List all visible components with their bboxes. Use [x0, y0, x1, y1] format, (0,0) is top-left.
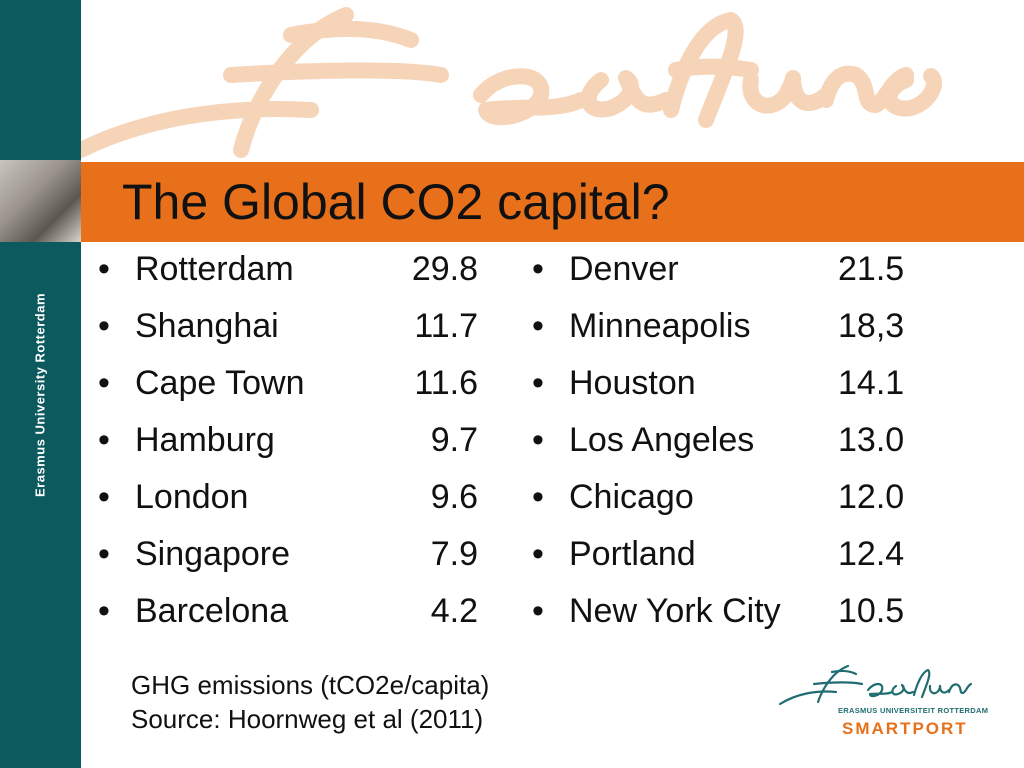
bullet: •	[532, 364, 544, 402]
bullet: •	[532, 535, 544, 573]
bullet: •	[98, 478, 110, 516]
emission-value: 4.2	[430, 592, 478, 630]
city-name: Houston	[569, 364, 696, 402]
bullet: •	[532, 478, 544, 516]
city-name: Chicago	[569, 478, 694, 516]
list-item: • Houston 14.1	[532, 362, 922, 419]
list-item: • Chicago 12.0	[532, 476, 922, 533]
sidebar-university-name: Erasmus University Rotterdam	[32, 292, 48, 498]
smartport-logo: ERASMUS UNIVERSITEIT ROTTERDAM SMARTPORT	[776, 662, 988, 746]
sidebar: Erasmus University Rotterdam	[0, 0, 81, 768]
list-item: • Minneapolis 18,3	[532, 305, 922, 362]
bullet: •	[532, 250, 544, 288]
emission-value: 29.8	[411, 250, 478, 288]
caption: GHG emissions (tCO2e/capita) Source: Hoo…	[131, 668, 489, 736]
emission-value: 11.7	[414, 307, 478, 345]
logo-smartport-text: SMARTPORT	[842, 719, 968, 738]
bullet: •	[98, 421, 110, 459]
left-city-list: • Rotterdam 29.8 • Shanghai 11.7 • Cape Town 1…	[98, 248, 488, 647]
emission-value: 18,3	[838, 307, 905, 345]
emission-value: 11.6	[414, 364, 478, 402]
city-name: Barcelona	[135, 592, 289, 630]
city-name: Denver	[569, 250, 679, 288]
city-name: Shanghai	[135, 307, 279, 345]
slide-title: The Global CO2 capital?	[122, 174, 670, 230]
emission-value: 9.6	[430, 478, 478, 516]
bullet: •	[98, 535, 110, 573]
list-item: • Los Angeles 13.0	[532, 419, 922, 476]
list-item: • Rotterdam 29.8	[98, 248, 488, 305]
list-item: • Shanghai 11.7	[98, 305, 488, 362]
caption-units: GHG emissions (tCO2e/capita)	[131, 670, 490, 700]
title-bar	[81, 162, 1024, 242]
city-name: Minneapolis	[569, 307, 751, 345]
list-item: • Barcelona 4.2	[98, 590, 488, 647]
list-item: • Cape Town 11.6	[98, 362, 488, 419]
list-item: • London 9.6	[98, 476, 488, 533]
city-name: Los Angeles	[569, 421, 755, 459]
city-name: Cape Town	[135, 364, 305, 402]
signature-logo-icon	[778, 664, 973, 706]
emission-value: 12.4	[838, 535, 905, 573]
erasmus-portrait-image	[0, 160, 81, 242]
emission-value: 21.5	[838, 250, 905, 288]
city-name: Portland	[569, 535, 696, 573]
bullet: •	[532, 592, 544, 630]
bullet: •	[98, 250, 110, 288]
bullet: •	[532, 307, 544, 345]
caption-source: Source: Hoornweg et al (2011)	[131, 704, 484, 734]
bullet: •	[98, 592, 110, 630]
list-item: • New York City 10.5	[532, 590, 922, 647]
list-item: • Portland 12.4	[532, 533, 922, 590]
emission-value: 14.1	[838, 364, 905, 402]
city-name: Hamburg	[135, 421, 275, 459]
city-name: Rotterdam	[135, 250, 294, 288]
list-item: • Singapore 7.9	[98, 533, 488, 590]
city-name: Singapore	[135, 535, 291, 573]
bullet: •	[98, 364, 110, 402]
bullet: •	[532, 421, 544, 459]
emission-value: 10.5	[838, 592, 905, 630]
emission-value: 13.0	[838, 421, 905, 459]
signature-watermark	[81, 0, 1024, 162]
emission-value: 12.0	[838, 478, 905, 516]
city-name: New York City	[569, 592, 781, 630]
list-item: • Denver 21.5	[532, 248, 922, 305]
list-item: • Hamburg 9.7	[98, 419, 488, 476]
emission-value: 9.7	[430, 421, 478, 459]
right-city-list: • Denver 21.5 • Minneapolis 18,3 • Houston 14.…	[532, 248, 922, 647]
city-name: London	[135, 478, 249, 516]
bullet: •	[98, 307, 110, 345]
emission-value: 7.9	[430, 535, 478, 573]
logo-university-text: ERASMUS UNIVERSITEIT ROTTERDAM	[838, 706, 989, 715]
